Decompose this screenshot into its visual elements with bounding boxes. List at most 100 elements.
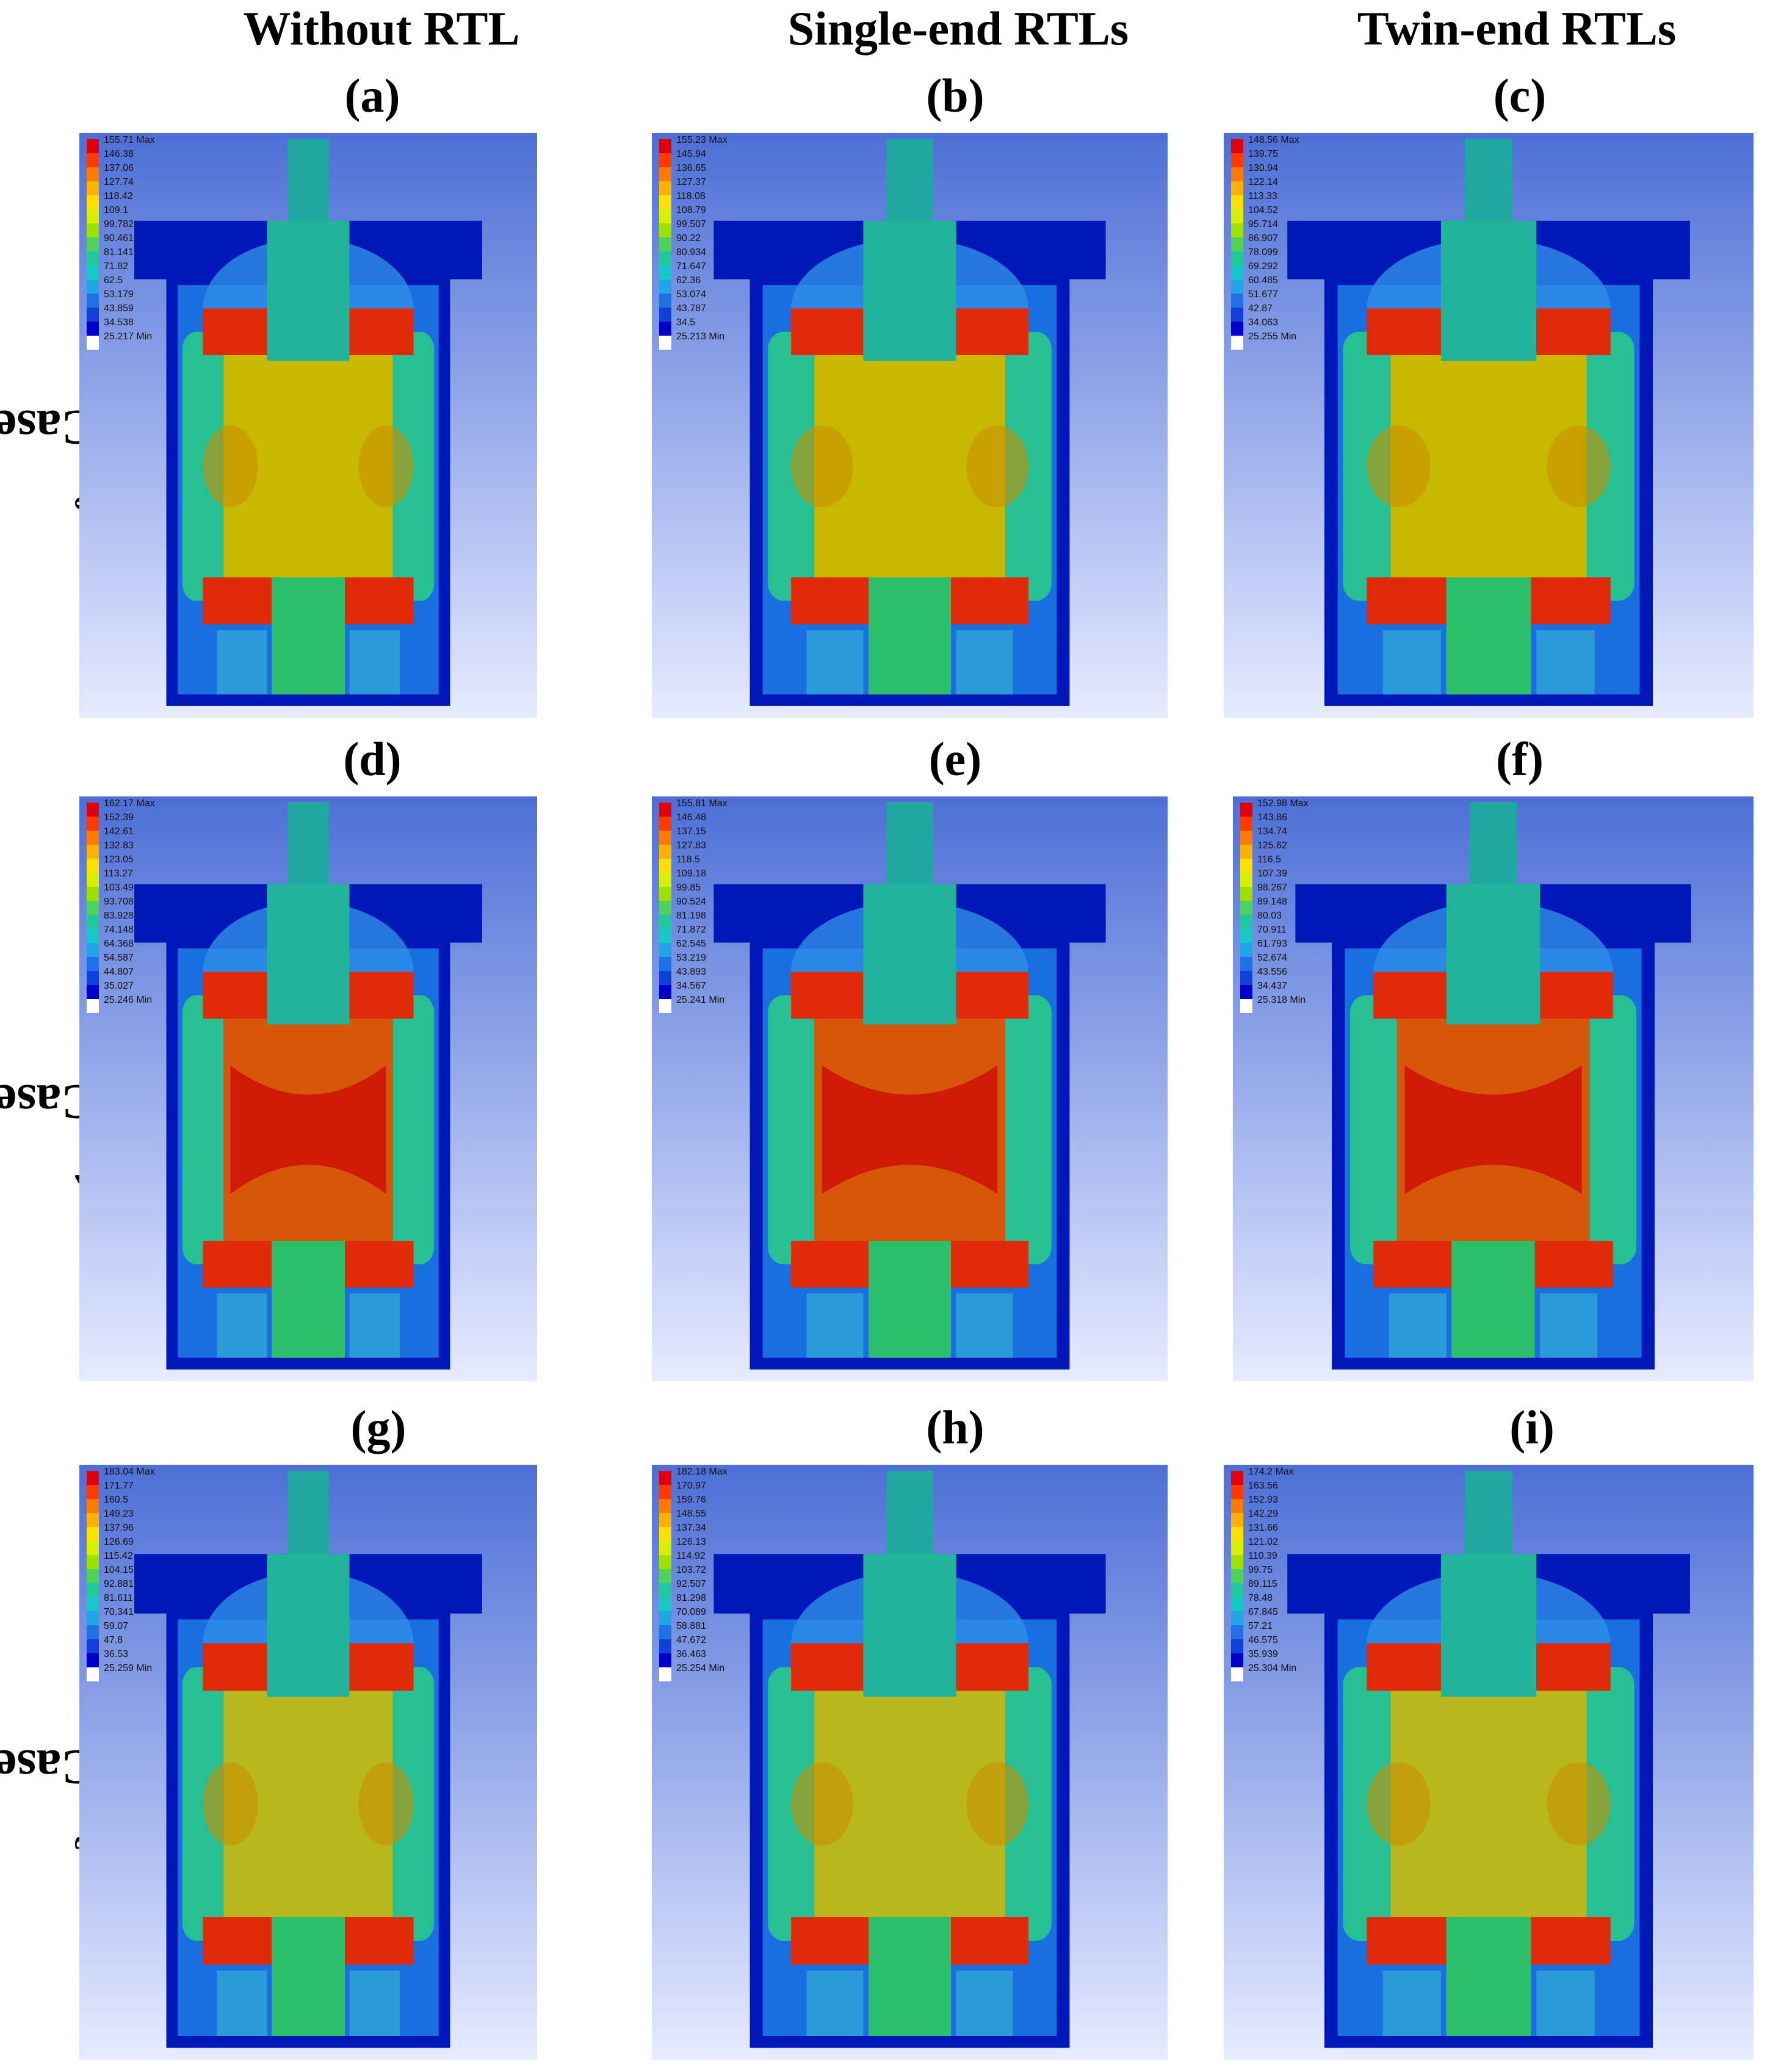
- legend-value: 182.18 Max: [676, 1467, 728, 1477]
- legend-swatch: [659, 999, 671, 1013]
- column-header-twin-end-rtls: Twin-end RTLs: [1357, 2, 1677, 55]
- legend-swatch: [659, 1639, 671, 1653]
- legend-swatch: [659, 1653, 671, 1667]
- shaft-lower: [1451, 1241, 1535, 1358]
- shaft-lower: [272, 577, 345, 695]
- legend-value: 118.08: [676, 191, 706, 201]
- legend-swatch: [87, 1513, 99, 1527]
- bearing-right: [1536, 630, 1595, 695]
- legend-value: 43.787: [676, 303, 706, 314]
- legend-swatch: [1231, 1667, 1243, 1681]
- legend-swatch: [87, 943, 99, 957]
- rotor-warm-left: [203, 425, 258, 508]
- thermal-plot-panel-d: 162.17 Max 152.39 142.61 132.83 123.05 113.27…: [79, 796, 537, 1381]
- legend-value: 130.94: [1248, 163, 1278, 173]
- panel-label-e: (e): [928, 732, 982, 785]
- legend-swatch: [659, 817, 671, 831]
- legend-value: 43.893: [676, 967, 706, 977]
- thermal-plot-panel-c: 148.56 Max 139.75 130.94 122.14 113.33 104.52…: [1224, 133, 1754, 718]
- legend-swatch: [659, 831, 671, 845]
- legend-swatch: [87, 873, 99, 887]
- rotor-warm-left: [791, 1762, 853, 1846]
- legend-value: 34.538: [104, 317, 134, 328]
- contour-plot: [79, 796, 537, 1381]
- legend-swatch: [1240, 817, 1252, 831]
- legend-value: 183.04 Max: [104, 1467, 155, 1477]
- shaft-upper: [267, 220, 350, 361]
- legend-swatch: [87, 803, 99, 817]
- rotor-warm-right: [358, 425, 414, 508]
- legend-swatch: [1231, 1639, 1243, 1653]
- legend-swatch: [1231, 1569, 1243, 1583]
- shaft-upper: [1440, 220, 1537, 361]
- legend-swatch: [87, 1471, 99, 1485]
- legend-value: 160.5: [104, 1495, 129, 1505]
- legend-value: 163.56: [1248, 1481, 1278, 1491]
- legend-swatch: [659, 1611, 671, 1625]
- thermal-plot-panel-g: 183.04 Max 171.77 160.5 149.23 137.96 126.69 1…: [79, 1465, 537, 2060]
- legend-swatch: [1231, 195, 1243, 209]
- legend-swatch: [1240, 859, 1252, 873]
- rotor-warm-left: [1367, 1762, 1431, 1846]
- legend-swatch: [87, 181, 99, 195]
- legend-value: 155.81 Max: [676, 798, 728, 809]
- legend-swatch: [1240, 957, 1252, 971]
- legend-value: 109.18: [676, 868, 706, 879]
- legend-swatch: [659, 1667, 671, 1681]
- legend-swatch: [659, 873, 671, 887]
- legend-swatch: [659, 265, 671, 280]
- stator-left: [1349, 995, 1397, 1265]
- legend-value: 98.267: [1257, 883, 1287, 893]
- legend-value: 36.53: [104, 1649, 129, 1659]
- legend-swatch: [659, 223, 671, 237]
- legend-value: 25.259 Min: [104, 1663, 153, 1673]
- bearing-left: [806, 630, 864, 695]
- legend-value: 81.298: [676, 1593, 706, 1603]
- legend-value: 62.545: [676, 939, 706, 949]
- legend-swatch: [87, 1597, 99, 1611]
- legend-value: 25.241 Min: [676, 995, 725, 1005]
- color-legend-bar: [659, 139, 671, 350]
- rotor-warm-right: [358, 1762, 414, 1846]
- legend-swatch: [87, 1527, 99, 1541]
- legend-value: 162.17 Max: [104, 798, 155, 809]
- legend-swatch: [87, 1653, 99, 1667]
- legend-swatch: [87, 153, 99, 167]
- legend-value: 159.76: [676, 1495, 706, 1505]
- bearing-left: [217, 630, 267, 695]
- legend-value: 25.254 Min: [676, 1663, 725, 1673]
- legend-value: 152.98 Max: [1257, 798, 1309, 809]
- panel-label-d: (d): [343, 732, 402, 785]
- legend-value: 25.217 Min: [104, 331, 153, 342]
- legend-swatch: [87, 237, 99, 251]
- legend-swatch: [1240, 873, 1252, 887]
- legend-value: 60.485: [1248, 275, 1278, 286]
- legend-value: 42.87: [1248, 303, 1273, 314]
- legend-swatch: [659, 181, 671, 195]
- legend-value: 53.179: [104, 289, 134, 300]
- shaft-lower: [868, 1241, 952, 1358]
- legend-swatch: [659, 985, 671, 999]
- legend-value: 53.074: [676, 289, 706, 300]
- legend-swatch: [659, 957, 671, 971]
- legend-value: 122.14: [1248, 177, 1278, 187]
- legend-value: 118.42: [104, 191, 133, 201]
- thermal-plot-panel-b: 155.23 Max 145.94 136.65 127.37 118.08 108.79…: [652, 133, 1168, 718]
- legend-value: 149.23: [104, 1509, 134, 1519]
- legend-swatch: [87, 999, 99, 1013]
- legend-swatch: [1240, 845, 1252, 859]
- legend-value: 148.56 Max: [1248, 135, 1299, 145]
- legend-value: 95.714: [1248, 219, 1278, 229]
- shaft-upper: [863, 1554, 956, 1697]
- shaft-lower: [868, 1917, 952, 2036]
- row-header-t0: Cases T0: [0, 122, 104, 732]
- legend-swatch: [1240, 831, 1252, 845]
- bearing-left: [1382, 1970, 1441, 2036]
- legend-value: 113.33: [1248, 191, 1277, 201]
- legend-value: 34.567: [676, 981, 706, 991]
- legend-swatch: [659, 251, 671, 265]
- rotor-warm-right: [1547, 425, 1611, 508]
- legend-value: 155.23 Max: [676, 135, 728, 145]
- legend-value: 170.97: [676, 1481, 706, 1491]
- shaft-lower: [1446, 577, 1531, 695]
